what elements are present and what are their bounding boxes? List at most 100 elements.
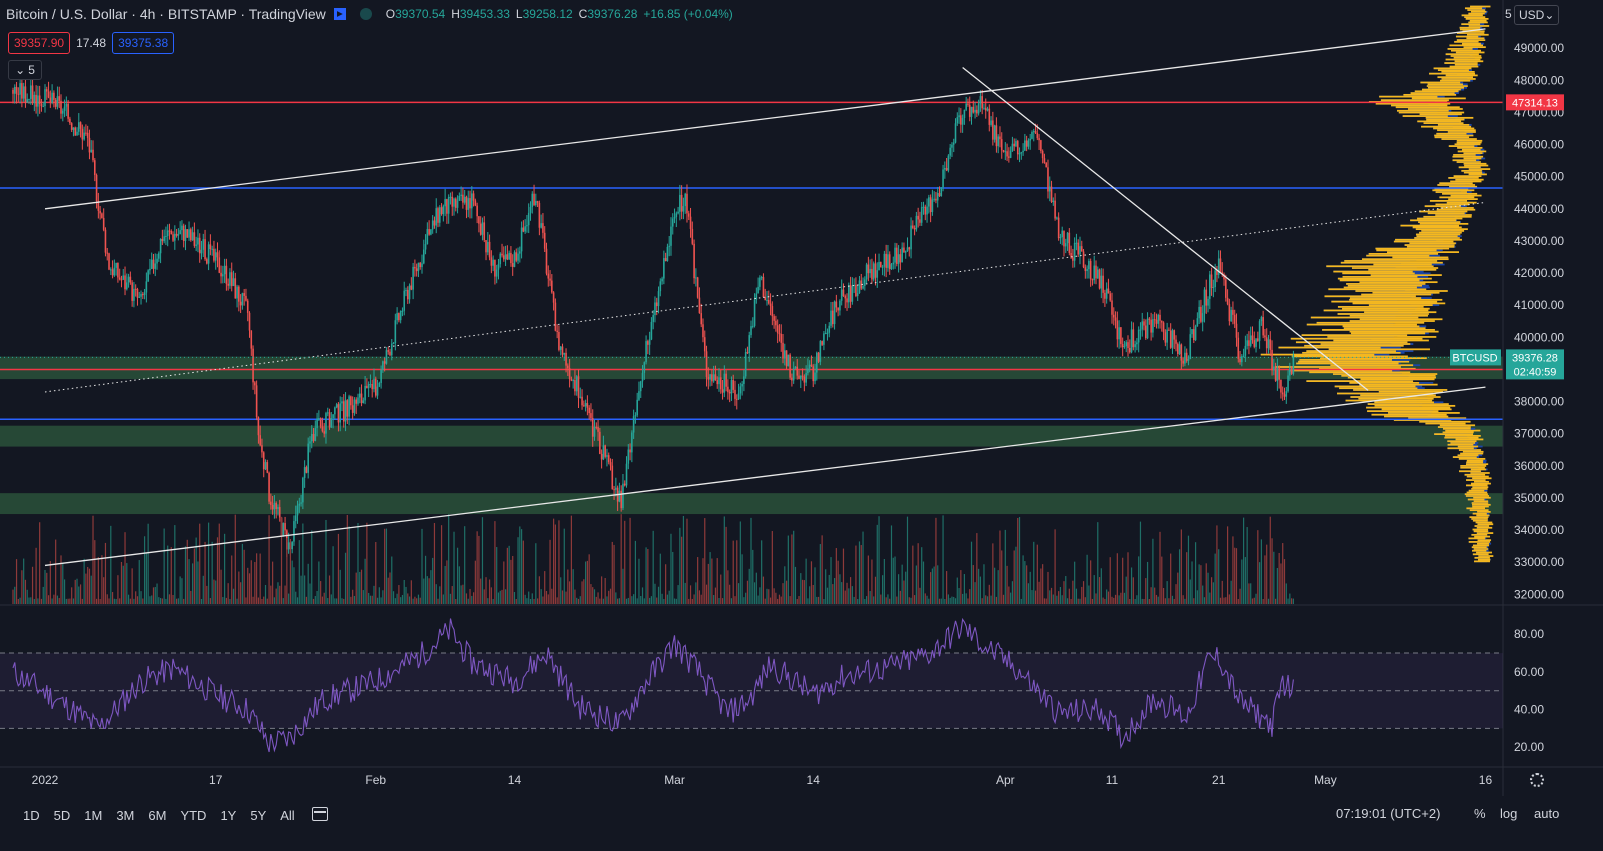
volume-bar: [71, 587, 73, 604]
range-button-3m[interactable]: 3M: [116, 807, 135, 823]
candle-body: [254, 382, 256, 386]
candle-body: [803, 376, 806, 383]
currency-select[interactable]: USD⌄: [1514, 5, 1560, 25]
volume-profile-buy-bar: [1310, 316, 1419, 319]
volume-bar: [1125, 576, 1127, 604]
calendar-icon[interactable]: [312, 807, 328, 821]
trendline-2[interactable]: [44, 386, 1486, 567]
volume-bar: [874, 576, 877, 604]
settings-gear-icon[interactable]: [1530, 773, 1544, 787]
range-button-all[interactable]: All: [280, 807, 295, 823]
candle-body: [1200, 306, 1202, 322]
symbol-header: Bitcoin / U.S. Dollar · 4h · BITSTAMP · …: [6, 6, 733, 22]
volume-bar: [953, 596, 955, 604]
volume-bar: [931, 568, 933, 604]
volume-bar: [716, 558, 718, 604]
volume-bar: [986, 596, 989, 604]
volume-bar: [520, 529, 523, 604]
volume-bar: [1264, 555, 1266, 604]
volume-bar: [156, 583, 158, 604]
volume-profile-buy-bar: [1464, 473, 1486, 476]
volume-bar: [650, 596, 653, 604]
volume-bar: [796, 598, 798, 604]
volume-profile-buy-bar: [1345, 399, 1433, 402]
volume-bar: [833, 578, 836, 604]
trendline-3[interactable]: [962, 66, 1369, 391]
candle-body: [109, 269, 112, 271]
volume-bar: [291, 560, 293, 604]
volume-profile-buy-bar: [1471, 533, 1488, 536]
candle-body: [369, 384, 372, 386]
sell-button[interactable]: 39357.90: [8, 32, 71, 54]
candle-body: [430, 229, 432, 235]
candle-body: [115, 262, 117, 268]
candle-body: [620, 490, 622, 509]
candle-body: [488, 241, 491, 258]
volume-profile-buy-bar: [1376, 249, 1437, 252]
volume-bar: [574, 589, 576, 604]
trendline-0[interactable]: [44, 28, 1486, 210]
candle-body: [979, 96, 982, 104]
volume-profile-buy-bar: [1471, 502, 1489, 504]
candle-body: [1050, 186, 1053, 203]
volume-profile-buy-bar: [1470, 468, 1487, 471]
flag-icon[interactable]: [333, 8, 346, 20]
volume-bar: [917, 543, 919, 604]
volume-bar: [1029, 571, 1031, 604]
volume-bar: [682, 515, 685, 604]
volume-profile-buy-bar: [1375, 102, 1451, 105]
range-button-5y[interactable]: 5Y: [250, 807, 267, 823]
volume-bar: [492, 598, 494, 604]
volume-bar: [1205, 563, 1207, 604]
volume-bar: [266, 598, 268, 604]
percent-toggle[interactable]: %: [1474, 806, 1486, 821]
volume-profile-buy-bar: [1476, 526, 1493, 529]
log-toggle[interactable]: log: [1500, 806, 1518, 821]
candle-body: [188, 229, 190, 238]
indicators-collapse-button[interactable]: ⌄ 5: [8, 60, 42, 80]
range-button-5d[interactable]: 5D: [53, 807, 71, 823]
candle-body: [305, 467, 308, 473]
volume-profile-buy-bar: [1442, 431, 1474, 434]
volume-bar: [175, 598, 178, 604]
trendline-1[interactable]: [44, 201, 1486, 393]
symbol-title[interactable]: Bitcoin / U.S. Dollar · 4h · BITSTAMP · …: [6, 6, 326, 22]
clock-display[interactable]: 07:19:01 (UTC+2): [1336, 806, 1441, 821]
volume-profile-buy-bar: [1299, 359, 1392, 361]
candle-body: [931, 199, 934, 213]
candle-body: [903, 247, 905, 253]
volume-bar: [729, 584, 731, 604]
candle-body: [101, 213, 103, 218]
candle-body: [1112, 314, 1115, 318]
volume-bar: [640, 595, 642, 604]
range-button-1m[interactable]: 1M: [84, 807, 103, 823]
range-button-1y[interactable]: 1Y: [220, 807, 237, 823]
auto-toggle[interactable]: auto: [1534, 806, 1560, 821]
range-button-ytd[interactable]: YTD: [180, 807, 207, 823]
volume-profile-buy-bar: [1391, 104, 1448, 107]
range-button-6m[interactable]: 6M: [148, 807, 167, 823]
volume-bar: [373, 585, 375, 604]
volume-profile-buy-bar: [1457, 454, 1479, 457]
volume-bar: [1097, 522, 1099, 604]
candle-body: [1269, 339, 1272, 350]
volume-bar: [951, 596, 953, 604]
range-button-1d[interactable]: 1D: [23, 807, 40, 823]
buy-button[interactable]: 39375.38: [112, 32, 175, 54]
candle-body: [492, 259, 494, 266]
candle-body: [565, 352, 567, 366]
volume-bar: [1246, 527, 1248, 604]
candle-body: [1210, 274, 1213, 288]
volume-profile-buy-bar: [1326, 265, 1434, 268]
candle-body: [1155, 319, 1158, 324]
volume-bar: [206, 585, 208, 604]
volume-bar: [1200, 565, 1202, 604]
volume-profile-buy-bar: [1424, 205, 1461, 208]
volume-bar: [1091, 598, 1094, 604]
volume-bar: [1107, 591, 1110, 604]
volume-bar: [805, 558, 807, 604]
volume-bar: [131, 568, 133, 604]
indicator-count: 5: [28, 63, 35, 77]
candle-body: [478, 216, 480, 224]
